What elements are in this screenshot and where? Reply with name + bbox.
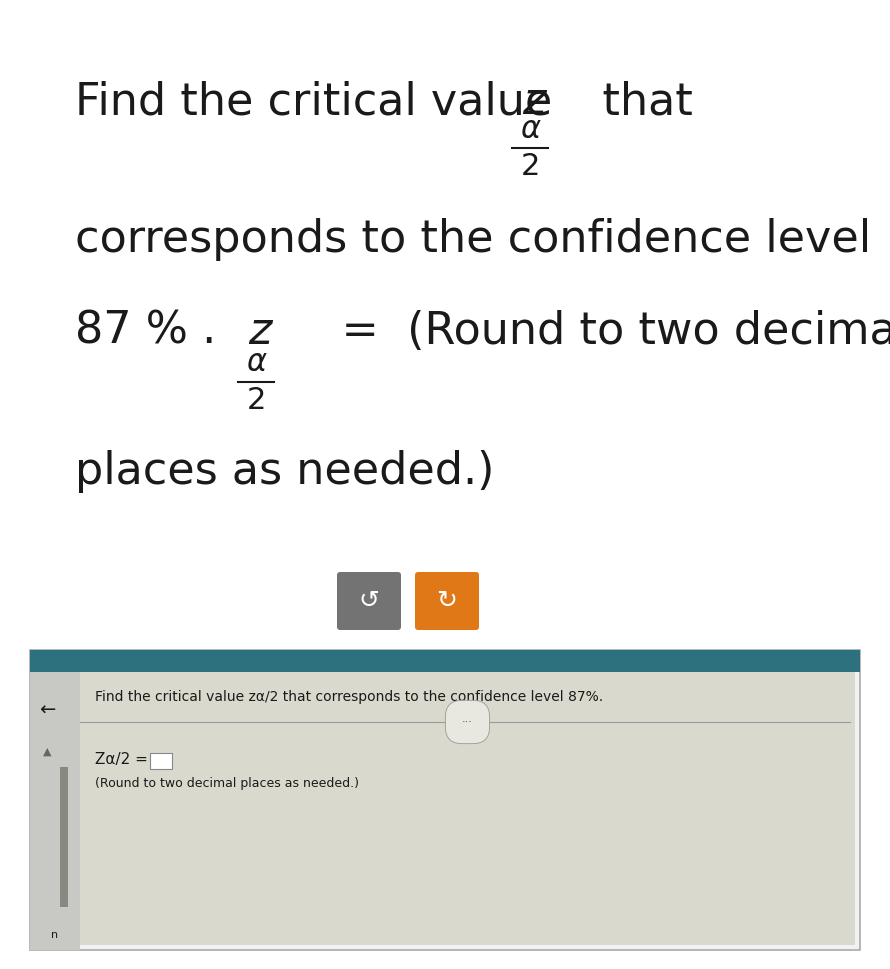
FancyBboxPatch shape	[337, 572, 401, 630]
Text: Find the critical value: Find the critical value	[75, 80, 566, 123]
Text: 2: 2	[247, 386, 266, 415]
Text: ↺: ↺	[359, 589, 379, 613]
Bar	[60, 767, 68, 907]
Text: 2: 2	[521, 152, 539, 181]
Text: corresponds to the confidence level: corresponds to the confidence level	[75, 218, 871, 261]
Text: α: α	[246, 348, 266, 377]
Text: that: that	[560, 80, 693, 123]
Bar	[150, 753, 172, 769]
Text: places as needed.): places as needed.)	[75, 450, 494, 493]
FancyBboxPatch shape	[415, 572, 479, 630]
Bar	[80, 672, 855, 945]
Text: ···: ···	[462, 717, 473, 727]
Text: Zα/2 =: Zα/2 =	[95, 752, 153, 767]
Text: ↻: ↻	[436, 589, 457, 613]
Text: z: z	[522, 80, 546, 123]
Text: z: z	[248, 310, 271, 353]
FancyBboxPatch shape	[30, 650, 860, 950]
Bar	[30, 672, 80, 950]
Bar	[30, 650, 860, 672]
Text: (Round to two decimal places as needed.): (Round to two decimal places as needed.)	[95, 777, 359, 790]
Text: n: n	[52, 930, 59, 940]
Text: Find the critical value zα/2 that corresponds to the confidence level 87%.: Find the critical value zα/2 that corres…	[95, 690, 603, 704]
Text: =  (Round to two decimal: = (Round to two decimal	[285, 310, 890, 353]
Text: ←: ←	[39, 701, 55, 720]
Text: 87 % .: 87 % .	[75, 310, 231, 353]
Text: α: α	[520, 115, 540, 144]
Text: ▲: ▲	[43, 747, 52, 757]
